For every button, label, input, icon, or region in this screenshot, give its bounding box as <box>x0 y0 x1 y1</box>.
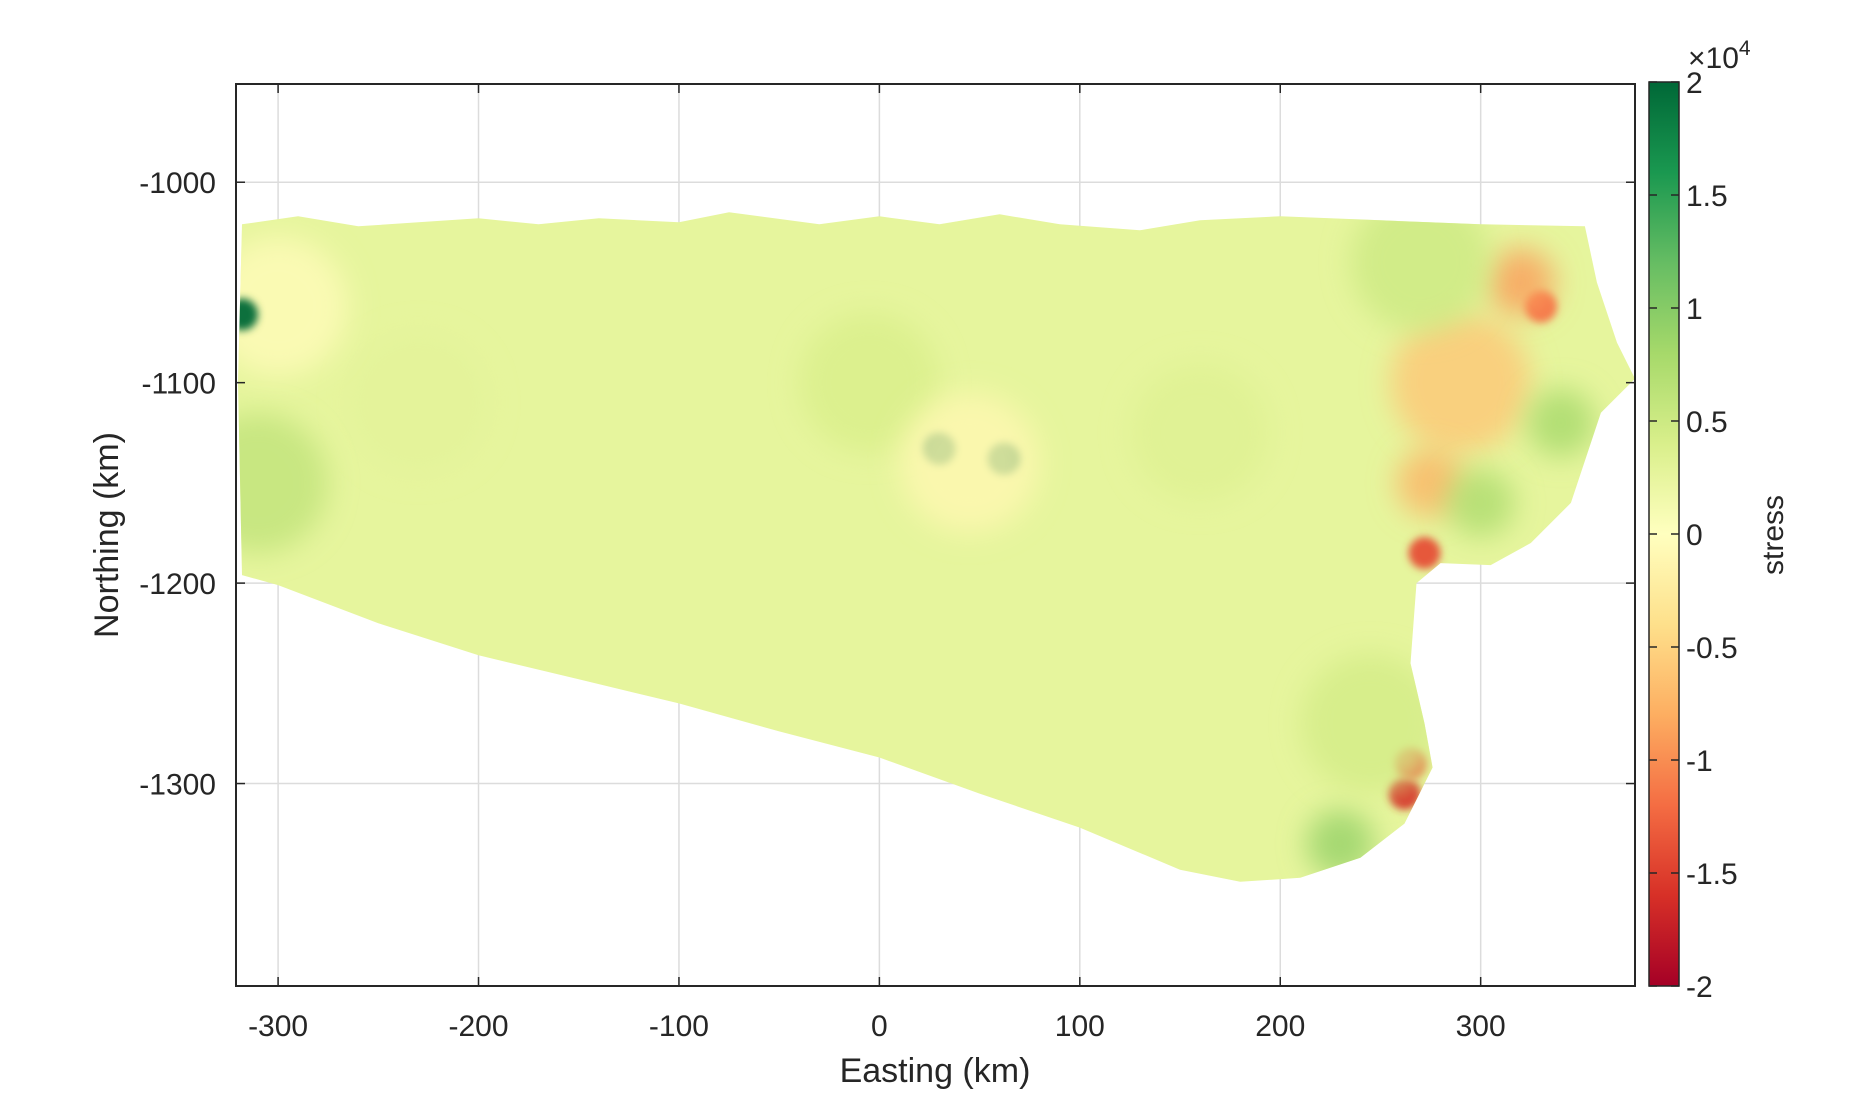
x-tick-label: 300 <box>1456 1010 1506 1043</box>
x-tick-label: -200 <box>448 1010 508 1043</box>
colorbar-tick-label: 0 <box>1686 519 1703 552</box>
stress-domain <box>238 212 1635 882</box>
colorbar-tick-label: -1.5 <box>1686 858 1738 891</box>
stress-feature-5 <box>238 298 259 331</box>
stress-feature-13 <box>1408 537 1441 570</box>
x-tick-label: -100 <box>649 1010 709 1043</box>
stress-feature-8 <box>899 392 1040 533</box>
colorbar-tick-label: 0.5 <box>1686 406 1728 439</box>
stress-feature-1 <box>1130 362 1271 503</box>
x-tick-label: -300 <box>248 1010 308 1043</box>
colorbar-exponent-base: ×10 <box>1688 42 1739 75</box>
x-tick-label: 100 <box>1055 1010 1105 1043</box>
colorbar-label: stress <box>1757 495 1790 575</box>
stress-feature-20 <box>1350 212 1491 333</box>
colorbar-tick-label: -2 <box>1686 971 1713 1004</box>
stress-feature-10 <box>1486 248 1555 317</box>
y-axis-label: Northing (km) <box>88 432 126 638</box>
colorbar-exponent: ×104 <box>1688 37 1751 75</box>
colorbar-tick-label: -0.5 <box>1686 632 1738 665</box>
stress-feature-0 <box>799 312 940 453</box>
axis-ticks: -300 -200 -100 0 100 200 300-1000-1100-1200-13… <box>139 84 1635 1043</box>
colorbar-tick-label: 2 <box>1686 67 1703 100</box>
colorbar-tick-label: 1.5 <box>1686 180 1728 213</box>
colorbar-exponent-power: 4 <box>1739 37 1751 60</box>
colorbar-ticks: 2 1.5 1 0.5 0 -0.5 -1 -1.5 -2 <box>1649 67 1738 1004</box>
stress-field <box>238 212 1635 882</box>
y-tick-label: -1200 <box>139 568 216 601</box>
stress-feature-2 <box>348 332 489 473</box>
colorbar: 2 1.5 1 0.5 0 -0.5 -1 -1.5 -2 ×104 stress <box>1648 37 1790 1004</box>
stress-feature-11 <box>1390 312 1531 453</box>
stress-feature-19 <box>1300 653 1441 794</box>
stress-feature-4 <box>238 412 329 553</box>
axes-frame <box>235 83 1636 987</box>
y-tick-label: -1100 <box>141 368 216 401</box>
stress-feature-17 <box>1446 468 1515 537</box>
stress-features <box>238 212 1595 878</box>
colorbar-tick-label: -1 <box>1686 745 1713 778</box>
colorbar-tick-label: 1 <box>1686 293 1703 326</box>
y-tick-label: -1000 <box>139 167 216 200</box>
stress-feature-3 <box>238 236 349 377</box>
x-axis-label: Easting (km) <box>840 1052 1031 1090</box>
stress-feature-16 <box>1526 388 1595 457</box>
y-tick-label: -1300 <box>139 769 216 802</box>
x-tick-label: 200 <box>1255 1010 1305 1043</box>
x-tick-label: 0 <box>871 1010 888 1043</box>
